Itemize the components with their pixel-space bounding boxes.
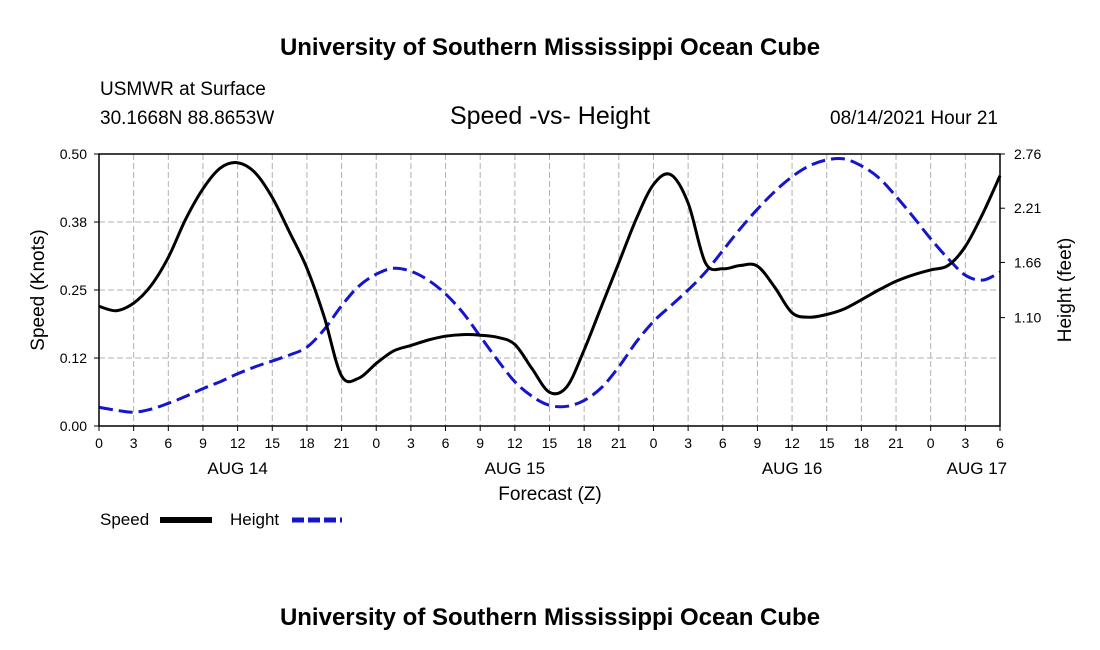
- x-tick-label: 12: [507, 435, 523, 451]
- grid-lines: [99, 154, 1000, 426]
- legend-speed-label: Speed: [100, 510, 149, 529]
- x-tick-label: 18: [299, 435, 315, 451]
- y2-tick-label: 1.66: [1014, 254, 1041, 270]
- x-tick-label: 6: [996, 435, 1004, 451]
- station-coords: 30.1668N 88.8653W: [100, 108, 274, 129]
- forecast-datetime: 08/14/2021 Hour 21: [830, 108, 998, 129]
- x-tick-label: 18: [854, 435, 870, 451]
- x-tick-label: 9: [199, 435, 207, 451]
- series-lines: [98, 156, 1002, 414]
- x-axis-title: Forecast (Z): [498, 484, 601, 505]
- x-tick-label: 15: [542, 435, 558, 451]
- x-tick-label: 21: [334, 435, 350, 451]
- x-tick-label: 21: [611, 435, 627, 451]
- y-tick-label: 0.00: [60, 418, 87, 434]
- series-line-speed: [98, 161, 1002, 396]
- axes: 0 3 6 9 12 15 18 21 0 3 6 9 12 15 18 21 0 3 6 9 12 15 18 21 0 3 6 0…: [60, 146, 1042, 478]
- legend: Speed Height: [100, 510, 342, 529]
- x-tick-label: 18: [576, 435, 592, 451]
- y-tick-label: 0.25: [60, 282, 87, 298]
- x-tick-label: 3: [130, 435, 138, 451]
- x-tick-label: 0: [372, 435, 380, 451]
- x-tick-label: 6: [719, 435, 727, 451]
- legend-height-label: Height: [230, 510, 279, 529]
- x-tick-label: 0: [95, 435, 103, 451]
- plot-title: Speed -vs- Height: [450, 102, 650, 130]
- x-tick-label: 6: [164, 435, 172, 451]
- y2-axis-title: Height (feet): [1055, 238, 1076, 343]
- y2-tick-label: 2.76: [1014, 146, 1041, 162]
- y-tick-label: 0.38: [60, 214, 87, 230]
- y2-tick-label: 2.21: [1014, 200, 1041, 216]
- x-tick-label: 3: [684, 435, 692, 451]
- x-tick-label: 9: [476, 435, 484, 451]
- x-tick-label: 15: [264, 435, 280, 451]
- x-tick-label: 15: [819, 435, 835, 451]
- x-tick-label: 12: [784, 435, 800, 451]
- y-tick-label: 0.12: [60, 350, 87, 366]
- station-label: USMWR at Surface: [100, 79, 266, 100]
- y-tick-label: 0.50: [60, 146, 87, 162]
- x-date-label: AUG 14: [207, 459, 267, 478]
- x-date-label: AUG 16: [762, 459, 822, 478]
- x-tick-label: 12: [230, 435, 246, 451]
- x-tick-label: 3: [407, 435, 415, 451]
- x-tick-label: 6: [442, 435, 450, 451]
- y2-tick-label: 1.10: [1014, 310, 1041, 326]
- x-date-label: AUG 15: [485, 459, 545, 478]
- x-date-label: AUG 17: [947, 459, 1007, 478]
- x-tick-label: 0: [650, 435, 658, 451]
- x-tick-label: 0: [927, 435, 935, 451]
- page-title: University of Southern Mississippi Ocean…: [280, 34, 820, 61]
- x-tick-label: 9: [754, 435, 762, 451]
- x-tick-label: 3: [961, 435, 969, 451]
- x-tick-label: 21: [888, 435, 904, 451]
- y-axis-title: Speed (Knots): [28, 229, 49, 350]
- footer-title: University of Southern Mississippi Ocean…: [280, 604, 820, 631]
